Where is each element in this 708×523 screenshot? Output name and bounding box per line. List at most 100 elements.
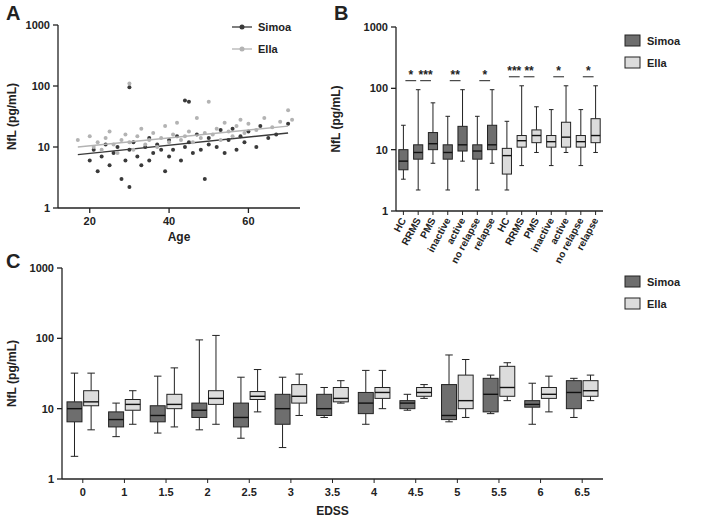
legend-label: Ella bbox=[258, 43, 278, 55]
point bbox=[191, 140, 195, 144]
legend-label: Ella bbox=[647, 57, 667, 69]
median bbox=[375, 392, 390, 393]
point bbox=[187, 129, 191, 133]
plot-area bbox=[76, 81, 294, 189]
whisker bbox=[548, 398, 549, 411]
box bbox=[517, 136, 526, 148]
whisker bbox=[465, 360, 466, 376]
whisker-cap bbox=[154, 433, 161, 434]
box bbox=[561, 122, 570, 147]
point bbox=[151, 131, 155, 135]
box bbox=[500, 366, 515, 396]
y-axis bbox=[395, 27, 396, 211]
box bbox=[358, 392, 373, 413]
whisker-cap bbox=[490, 89, 495, 90]
whisker bbox=[462, 151, 463, 161]
whisker bbox=[551, 147, 552, 165]
whisker bbox=[432, 150, 433, 164]
box bbox=[67, 402, 82, 422]
y-tick-label: 1 bbox=[382, 205, 388, 217]
whisker-cap bbox=[401, 125, 406, 126]
box bbox=[208, 391, 223, 405]
median bbox=[333, 398, 348, 399]
y-tick-label: 10 bbox=[376, 144, 388, 156]
x-tick-label: 6 bbox=[538, 486, 544, 498]
x-tick bbox=[415, 479, 416, 483]
box bbox=[400, 401, 415, 409]
whisker-cap bbox=[460, 161, 465, 162]
point bbox=[290, 118, 294, 122]
median bbox=[583, 390, 598, 391]
y-tick bbox=[53, 85, 58, 86]
x-tick-label: 5 bbox=[454, 486, 460, 498]
point bbox=[135, 154, 139, 158]
whisker-cap bbox=[112, 403, 119, 404]
whisker-cap bbox=[171, 367, 178, 368]
whisker bbox=[465, 409, 466, 418]
x-tick-label: 1 bbox=[121, 486, 127, 498]
whisker-cap bbox=[420, 398, 427, 399]
whisker-cap bbox=[549, 165, 554, 166]
y-tick-label: 1000 bbox=[30, 262, 54, 274]
point bbox=[242, 140, 246, 144]
whisker-cap bbox=[564, 152, 569, 153]
point bbox=[108, 163, 112, 167]
whisker bbox=[580, 147, 581, 165]
box bbox=[84, 391, 99, 406]
whisker bbox=[418, 159, 419, 190]
whisker-cap bbox=[362, 370, 369, 371]
y-tick bbox=[57, 408, 62, 409]
whisker bbox=[365, 414, 366, 425]
whisker bbox=[299, 403, 300, 415]
x-tick bbox=[566, 211, 567, 215]
x-tick-label: relapse bbox=[471, 215, 497, 251]
median bbox=[488, 144, 497, 145]
x-tick bbox=[124, 479, 125, 483]
whisker-cap bbox=[549, 109, 554, 110]
point bbox=[131, 148, 135, 152]
panel-label: B bbox=[334, 2, 348, 24]
point bbox=[179, 138, 183, 142]
point bbox=[123, 159, 127, 163]
x-tick bbox=[249, 479, 250, 483]
point bbox=[119, 177, 123, 181]
x-tick bbox=[506, 211, 507, 215]
whisker-cap bbox=[534, 106, 539, 107]
whisker-cap bbox=[404, 410, 411, 411]
median bbox=[517, 140, 526, 141]
point bbox=[219, 128, 223, 132]
significance-label: *** bbox=[419, 68, 433, 82]
whisker-cap bbox=[416, 89, 421, 90]
x-tick bbox=[551, 211, 552, 215]
point bbox=[231, 134, 235, 138]
box bbox=[233, 403, 248, 427]
point bbox=[119, 138, 123, 142]
figure: 1101001000NfL (pg/mL)A204060AgeSimoaElla… bbox=[0, 0, 708, 523]
y-tick bbox=[53, 24, 58, 25]
whisker bbox=[157, 376, 158, 406]
point bbox=[199, 136, 203, 140]
median bbox=[458, 144, 467, 145]
whisker-cap bbox=[237, 377, 244, 378]
significance-label: * bbox=[408, 68, 413, 82]
whisker bbox=[257, 399, 258, 411]
x-tick bbox=[540, 479, 541, 483]
whisker bbox=[91, 373, 92, 391]
x-tick bbox=[418, 211, 419, 215]
point bbox=[246, 122, 250, 126]
whisker-cap bbox=[320, 387, 327, 388]
whisker bbox=[282, 377, 283, 394]
whisker bbox=[116, 427, 117, 437]
point bbox=[175, 121, 179, 125]
x-tick bbox=[248, 208, 249, 213]
whisker bbox=[548, 376, 549, 387]
median bbox=[67, 408, 82, 409]
whisker bbox=[477, 159, 478, 190]
panel-label: C bbox=[6, 250, 20, 272]
median bbox=[84, 401, 99, 402]
whisker bbox=[449, 355, 450, 385]
box bbox=[417, 387, 432, 396]
whisker-cap bbox=[129, 424, 136, 425]
fit-line bbox=[78, 126, 288, 147]
y-tick-label: 100 bbox=[370, 82, 388, 94]
